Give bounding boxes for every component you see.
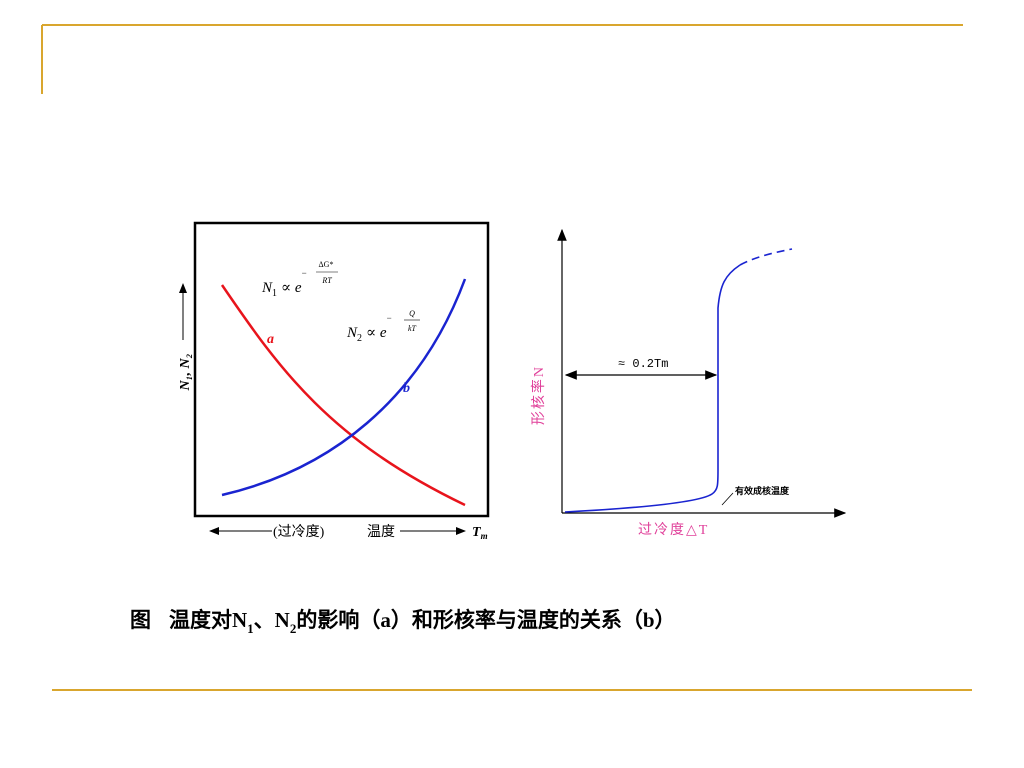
- text-part: 1: [247, 621, 254, 636]
- curve-b: [221, 278, 467, 497]
- label-a: a: [267, 332, 274, 347]
- formula-n1-num: ΔG*: [319, 260, 334, 269]
- nucleation-curve-dashed: [739, 248, 793, 266]
- label-b: b: [403, 381, 410, 396]
- text-part: N: [346, 325, 358, 341]
- text-part: m: [481, 531, 488, 541]
- text-part: ∝ e: [281, 280, 302, 296]
- text-part: ∝ e: [366, 325, 387, 341]
- right-y-label: 形核率N: [530, 365, 547, 425]
- caption: 图温度对N1、N2的影响（a）和形核率与温度的关系（b）: [130, 608, 676, 636]
- left-box: [193, 221, 490, 518]
- text-part: 2: [357, 333, 362, 344]
- text-part: 温度对N: [169, 608, 247, 632]
- x-label-left: (过冷度): [273, 524, 325, 540]
- x-label-mid: 温度: [367, 524, 395, 540]
- text-part: 、N: [254, 608, 290, 632]
- formula-n2-num: Q: [409, 309, 415, 318]
- nucleation-curve: [564, 264, 741, 513]
- interval-label: ≈ 0.2Tm: [618, 357, 668, 371]
- formula-n2-den: kT: [408, 324, 417, 333]
- y-label: N₁, N₂: [178, 353, 193, 391]
- text-part: T: [472, 525, 482, 540]
- text-part: −: [302, 268, 307, 278]
- formula-n1: N1 ∝ e−: [261, 268, 307, 299]
- annotation-leader: [721, 492, 734, 506]
- x-label-end: Tm: [472, 525, 488, 541]
- annotation: 有效成核温度: [735, 485, 790, 496]
- right-x-label: 过冷度△T: [638, 522, 709, 538]
- text-part: 1: [272, 288, 277, 299]
- curve-a: [220, 284, 466, 507]
- text-part: N: [261, 280, 273, 296]
- text-part: 的影响（a）和形核率与温度的关系（b）: [296, 608, 675, 632]
- formula-n1-den: RT: [321, 276, 332, 285]
- text-part: 2: [290, 621, 297, 636]
- text-part: 图: [130, 608, 151, 632]
- text-part: −: [387, 313, 392, 323]
- formula-n2: N2 ∝ e−: [346, 313, 392, 344]
